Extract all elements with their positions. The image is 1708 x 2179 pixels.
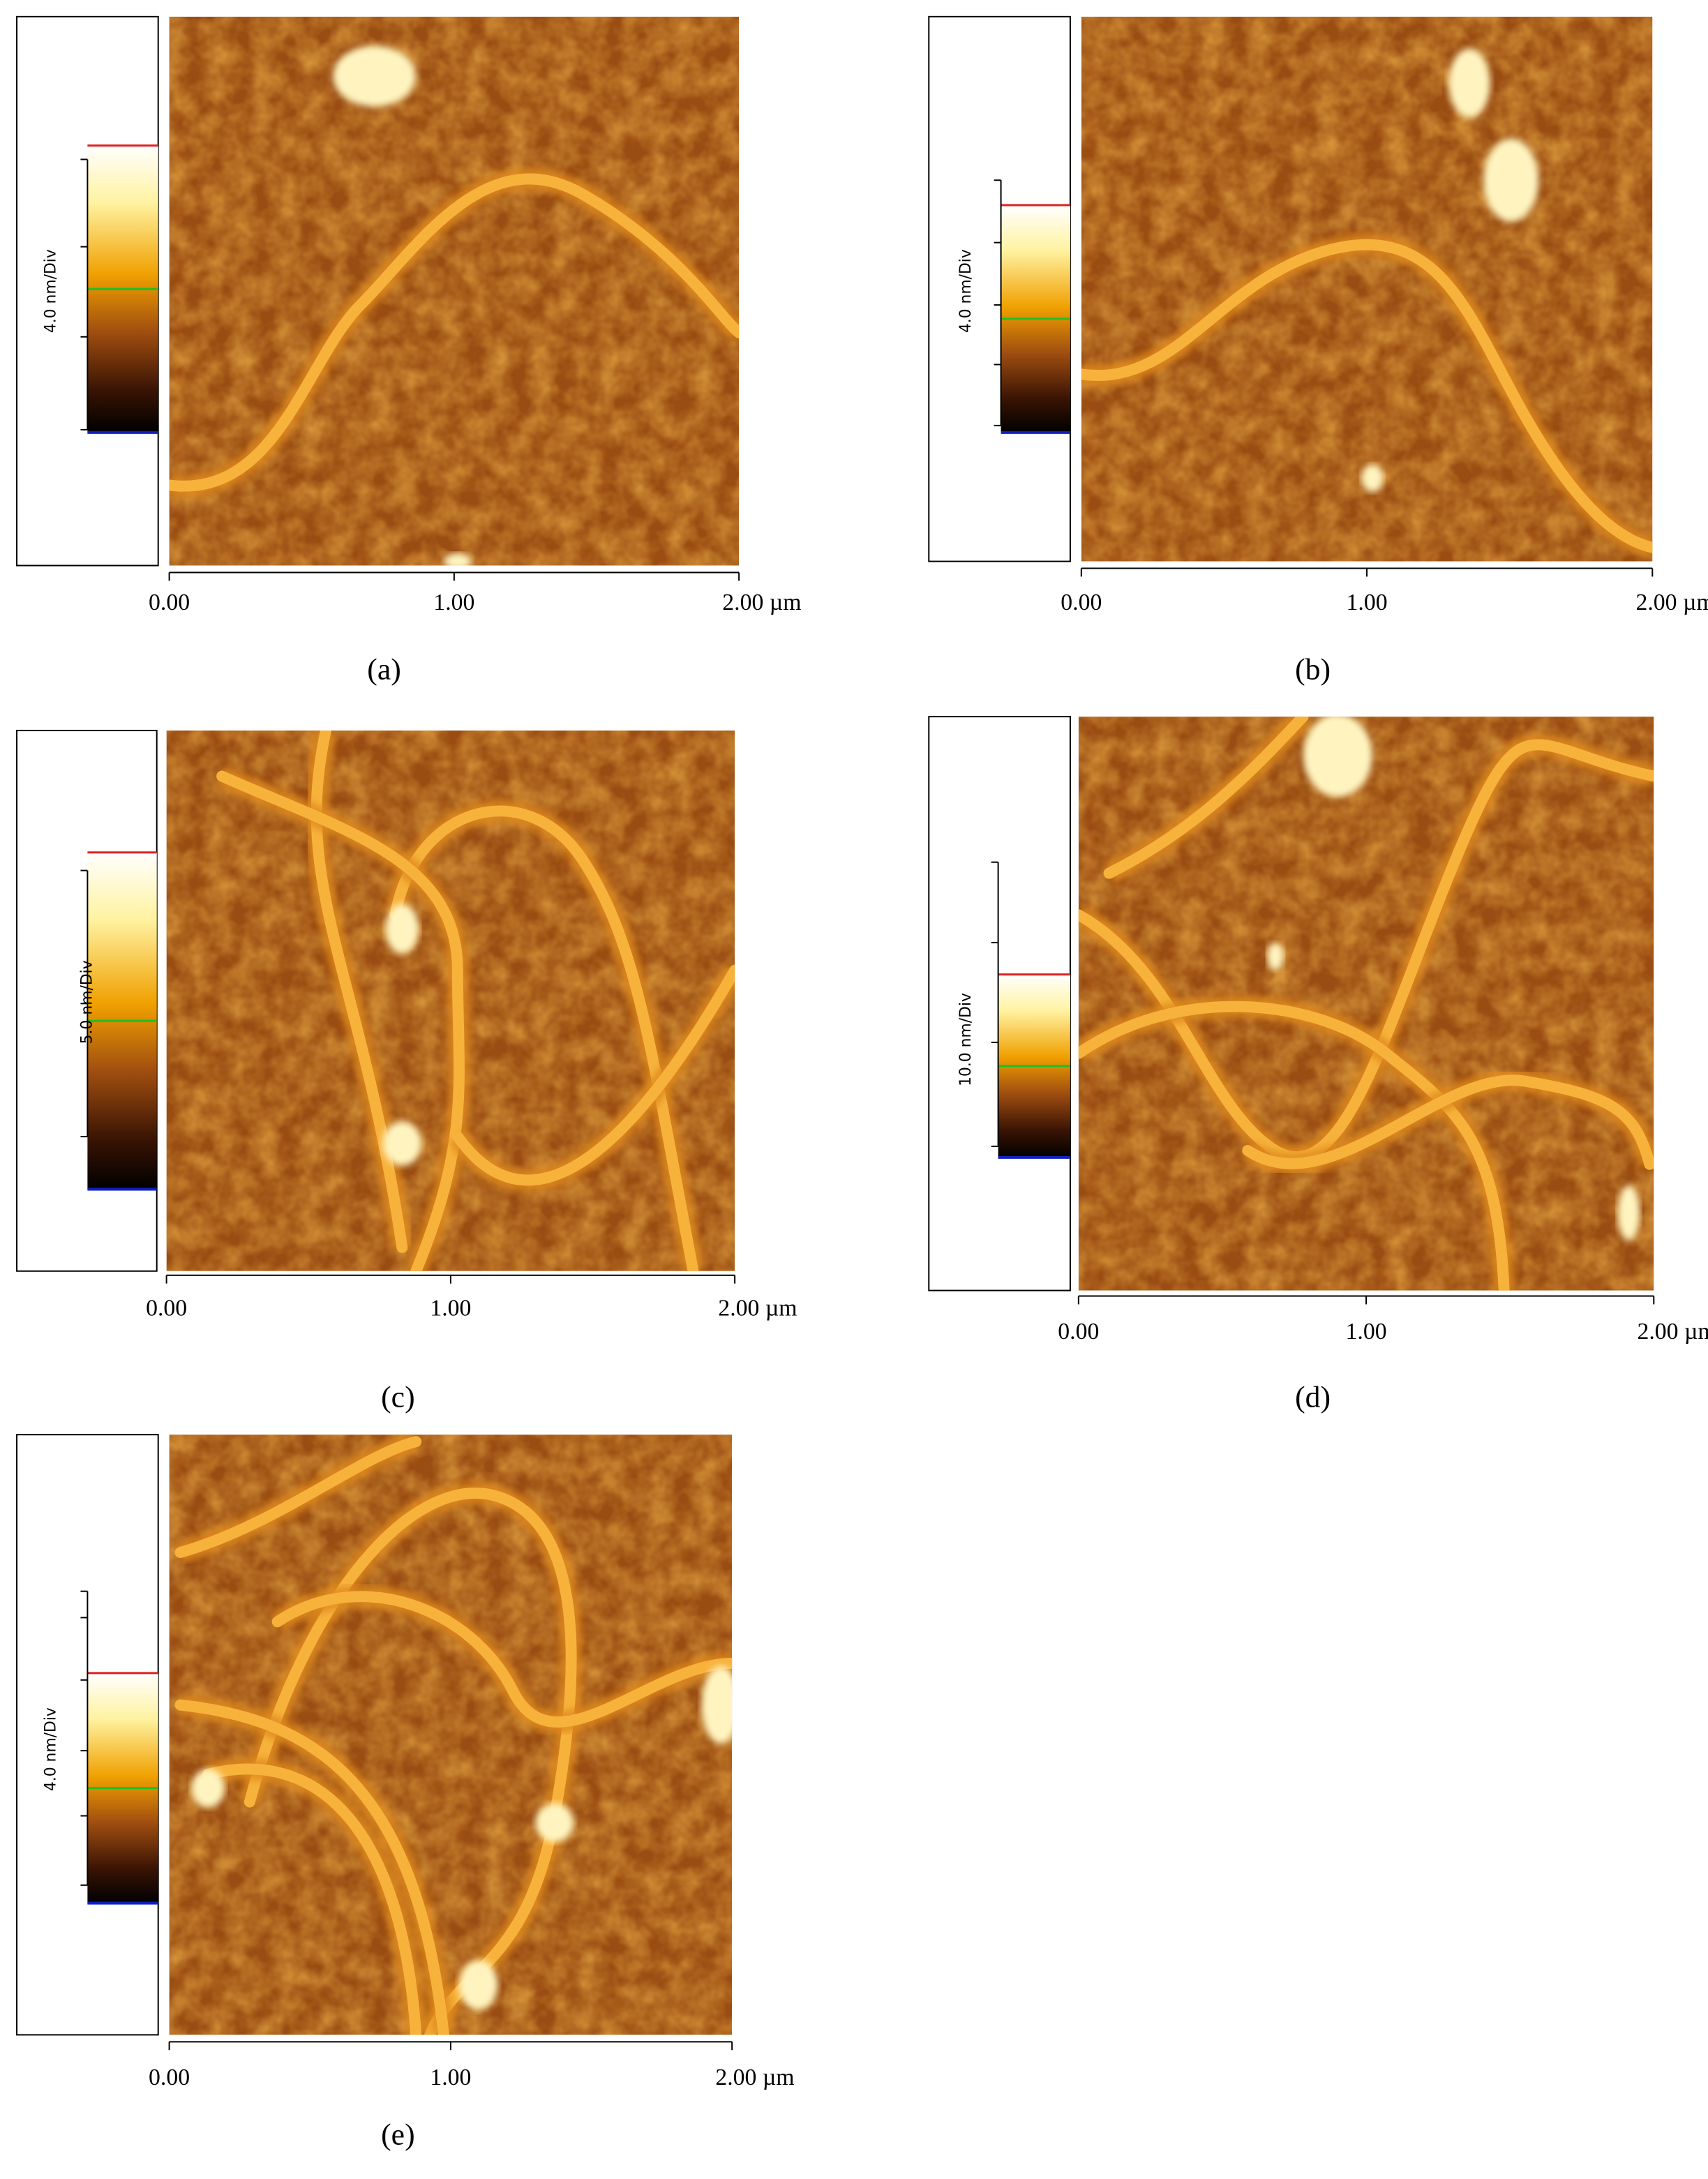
particle xyxy=(1448,48,1490,118)
x-tick-label: 2.00 µm xyxy=(715,2065,794,2090)
x-tick-label: 1.00 xyxy=(433,590,474,615)
afm-panel: 4.0 nm/Div 0.00 1.00 2.00 µm (b) xyxy=(928,15,1708,686)
x-tick-label: 0.00 xyxy=(1058,1319,1099,1345)
afm-image xyxy=(169,1435,733,2035)
fiber xyxy=(1242,1074,1654,1170)
panel-caption: (e) xyxy=(381,2118,415,2151)
afm-image xyxy=(166,730,735,1271)
panel-caption: (c) xyxy=(381,1380,415,1414)
afm-image xyxy=(1078,717,1654,1291)
fiber xyxy=(451,964,735,1186)
particle xyxy=(1267,942,1284,971)
scale-label: 10.0 nm/Div xyxy=(957,993,975,1086)
afm-panel: 4.0 nm/Div 0.00 1.00 2.00 µm (a) xyxy=(16,15,802,686)
particle xyxy=(443,553,472,566)
particle xyxy=(458,1960,498,2010)
x-tick-label: 1.00 xyxy=(430,1295,471,1321)
particle xyxy=(701,1665,733,1744)
scale-label: 4.0 nm/Div xyxy=(43,249,60,333)
fiber xyxy=(216,770,465,1271)
panel-caption: (a) xyxy=(367,652,400,686)
x-tick-label: 2.00 µm xyxy=(1637,1319,1708,1345)
x-tick-label: 2.00 µm xyxy=(718,1295,797,1321)
fiber xyxy=(202,1763,422,2035)
panel-caption: (d) xyxy=(1295,1380,1331,1414)
fiber xyxy=(169,173,740,492)
scale-label: 5.0 nm/Div xyxy=(78,960,96,1044)
fiber xyxy=(310,730,408,1253)
fiber xyxy=(271,1591,733,1728)
particle xyxy=(382,1121,422,1166)
afm-image xyxy=(1081,16,1653,562)
particle xyxy=(191,1768,225,1808)
afm-panel: 4.0 nm/Div 0.00 1.00 2.00 µm (e) xyxy=(16,1434,795,2151)
panel-caption: (b) xyxy=(1295,652,1331,686)
fiber xyxy=(1078,1001,1510,1291)
x-tick-label: 0.00 xyxy=(146,1295,187,1321)
particle xyxy=(1617,1185,1640,1241)
afm-panel: 5.0 nm/Div 0.00 1.00 2.00 µm (c) xyxy=(16,729,797,1414)
x-tick-label: 0.00 xyxy=(1061,590,1102,615)
x-tick-label: 1.00 xyxy=(1346,1319,1387,1345)
x-tick-label: 1.00 xyxy=(1347,590,1388,615)
particle xyxy=(385,904,419,954)
image-texture xyxy=(169,16,740,566)
particle xyxy=(1483,138,1539,222)
fiber xyxy=(1103,717,1309,879)
particle xyxy=(1303,717,1372,798)
particle xyxy=(333,45,417,107)
afm-image xyxy=(169,16,740,566)
fiber xyxy=(244,1488,577,2035)
particle xyxy=(1361,464,1384,493)
particle xyxy=(535,1803,574,1843)
x-tick-label: 2.00 µm xyxy=(722,590,801,615)
x-tick-label: 1.00 xyxy=(430,2065,471,2090)
fiber xyxy=(1081,239,1653,553)
fiber xyxy=(174,1699,449,2035)
fiber xyxy=(174,1436,422,1558)
x-tick-label: 2.00 µm xyxy=(1635,590,1708,615)
x-tick-label: 0.00 xyxy=(149,590,190,615)
fiber xyxy=(1078,739,1654,1162)
scale-label: 4.0 nm/Div xyxy=(957,249,975,333)
afm-panel: 10.0 nm/Div 0.00 1.00 2.00 µm (d) xyxy=(928,716,1708,1414)
scale-label: 4.0 nm/Div xyxy=(43,1707,60,1791)
fiber xyxy=(389,805,699,1271)
x-tick-label: 0.00 xyxy=(149,2065,190,2090)
